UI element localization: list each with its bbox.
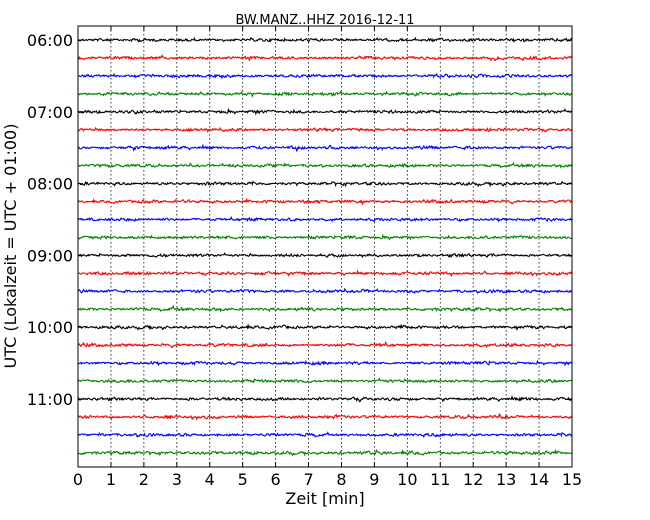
trace-row-0715 [77,126,573,133]
plot-frame [77,25,573,468]
x-tick-label: 3 [172,470,182,489]
y-tick-label: 09:00 [27,246,73,265]
y-tick-label: 08:00 [27,175,73,194]
trace-row-0830 [77,215,573,223]
x-axis-ticks: 0 1 2 3 4 5 6 7 8 9 10 11 12 13 14 15 [73,26,582,489]
trace-row-0915 [77,269,573,278]
y-tick-label: 10:00 [27,318,73,337]
x-tick-label: 1 [106,470,116,489]
chart-title: BW.MANZ..HHZ 2016-12-11 [235,13,414,28]
x-tick-label: 12 [463,470,483,489]
trace-row-0945 [77,304,573,313]
trace-row-1000 [77,323,573,332]
x-tick-label: 0 [73,470,83,489]
trace-row-0815 [77,197,573,206]
x-tick-label: 6 [271,470,281,489]
trace-row-1015 [77,340,573,349]
trace-row-1100 [77,394,573,403]
trace-row-0615 [77,54,573,62]
y-tick-label: 07:00 [27,103,73,122]
y-tick-label: 06:00 [27,31,73,50]
x-tick-label: 13 [496,470,516,489]
trace-row-0645 [77,90,573,98]
trace-row-0800 [77,180,573,188]
trace-row-1115 [77,413,573,421]
x-tick-label: 14 [529,470,549,489]
x-tick-label: 11 [430,470,450,489]
x-tick-label: 9 [369,470,379,489]
x-tick-label: 10 [397,470,417,489]
seismic-traces [77,36,573,457]
x-tick-label: 15 [562,470,582,489]
x-tick-label: 8 [336,470,346,489]
x-tick-label: 5 [238,470,248,489]
trace-row-0700 [77,107,573,116]
trace-row-0730 [78,143,573,153]
trace-row-1045 [77,377,573,384]
y-tick-label: 11:00 [27,390,73,409]
trace-row-1030 [77,359,573,367]
y-axis-ticks: 06:00 07:00 08:00 09:00 10:00 11:00 [27,31,572,409]
trace-row-0600 [77,36,573,43]
trace-row-1130 [77,431,573,439]
trace-row-1145 [77,448,573,457]
x-tick-label: 7 [303,470,313,489]
x-tick-label: 4 [205,470,215,489]
y-axis-label: UTC (Lokalzeit = UTC + 01:00) [1,124,20,369]
trace-row-0930 [77,287,573,295]
trace-row-0900 [77,252,573,259]
trace-row-0845 [77,233,573,241]
trace-row-0630 [77,72,573,80]
x-axis-label: Zeit [min] [285,489,364,508]
trace-row-0745 [77,161,573,169]
grid-lines [110,26,540,467]
x-tick-label: 2 [139,470,149,489]
